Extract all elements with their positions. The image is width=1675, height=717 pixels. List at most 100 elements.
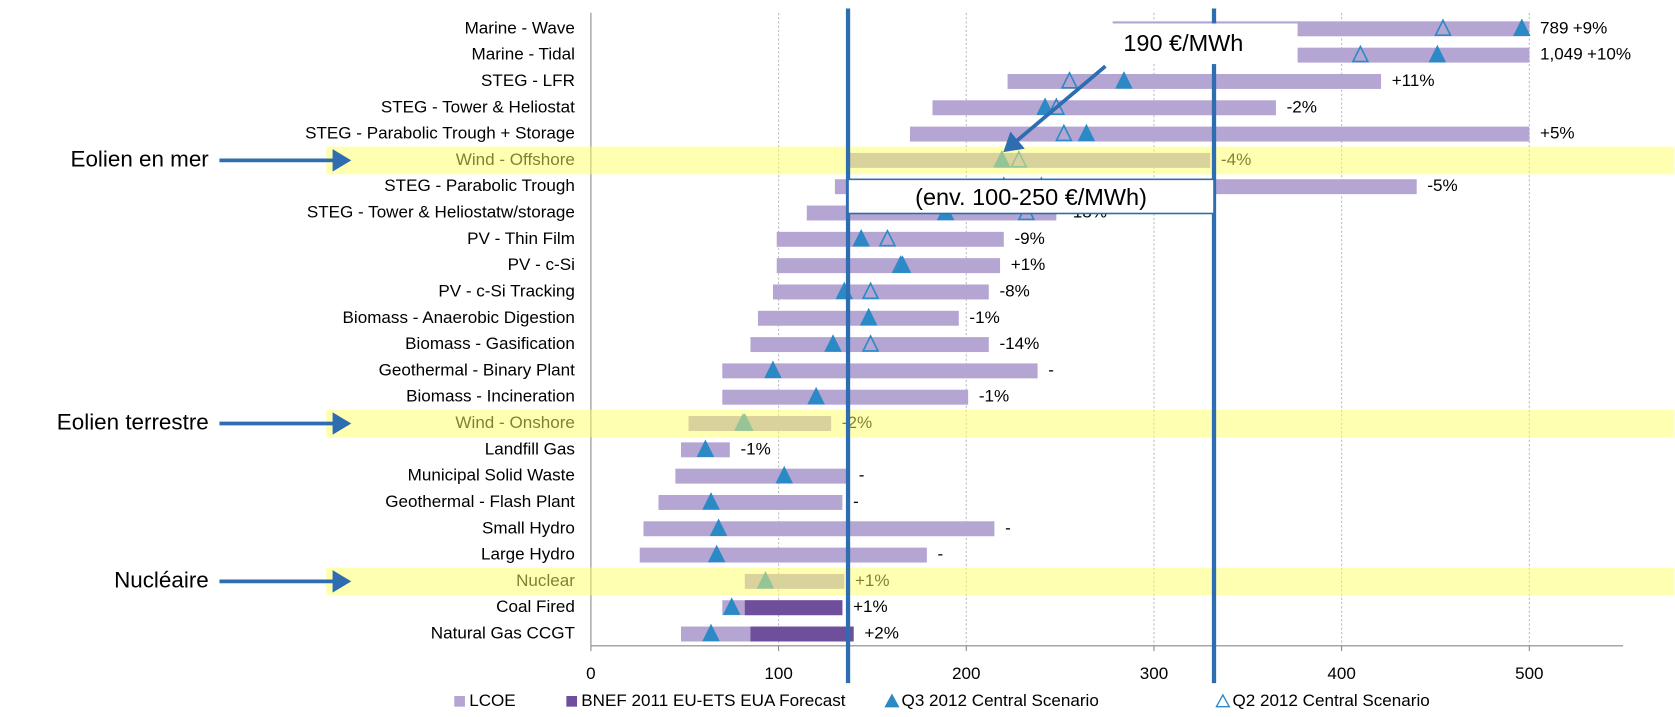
lcoe-bar [643, 521, 995, 537]
q3-marker [852, 228, 870, 247]
legend-label: BNEF 2011 EU-ETS EUA Forecast [581, 691, 846, 710]
category-label: Biomass - Incineration [406, 387, 575, 406]
lcoe-bar [776, 258, 1001, 274]
legend-label: Q2 2012 Central Scenario [1232, 691, 1429, 710]
lcoe-bar [639, 547, 927, 563]
q2-marker [1055, 123, 1073, 142]
change-label: -2% [1287, 97, 1317, 116]
legend-swatch [1215, 693, 1231, 708]
q3-marker [1513, 18, 1531, 37]
q3-marker [702, 492, 720, 510]
x-tick-label: 300 [1140, 664, 1168, 683]
change-label: - [938, 545, 944, 564]
change-label: -1% [979, 387, 1009, 406]
lcoe-bar [909, 126, 1530, 142]
lcoe-bar [722, 389, 969, 405]
q3-marker [696, 439, 715, 458]
category-label: PV - Thin Film [467, 229, 575, 248]
category-label: Landfill Gas [485, 439, 575, 458]
q2-marker [861, 281, 880, 300]
q3-marker [722, 597, 741, 615]
x-tick-label: 0 [586, 664, 596, 683]
change-label: - [1048, 360, 1054, 379]
legend-swatch [454, 695, 465, 707]
change-label: +10% [1587, 45, 1631, 64]
category-label: STEG - Tower & Heliostat [381, 97, 575, 116]
annotation-label: Eolien terrestre [57, 409, 209, 434]
q2-marker [1434, 18, 1452, 37]
annotation-label: Nucléaire [114, 567, 209, 592]
category-label: Geothermal - Binary Plant [379, 360, 576, 379]
change-label: +9% [1573, 18, 1608, 37]
change-label: +1% [853, 597, 888, 616]
legend-label: LCOE [469, 691, 515, 710]
lcoe-bar [658, 494, 843, 510]
lcoe-bar [675, 468, 849, 484]
q3-marker [893, 255, 912, 273]
highlight-band [326, 567, 1675, 596]
change-label: +2% [864, 624, 899, 643]
category-label: Geothermal - Flash Plant [385, 492, 575, 511]
callout-box [1094, 23, 1298, 65]
change-label: -1% [740, 439, 770, 458]
callout-arrow [1003, 64, 1107, 153]
q3-marker [702, 623, 720, 642]
q3-marker [859, 307, 878, 326]
q2-marker [1351, 44, 1370, 63]
category-label: STEG - Parabolic Trough + Storage [305, 124, 575, 143]
off-scale-label: 1,049 [1540, 45, 1583, 64]
q3-marker [707, 544, 726, 563]
lcoe-bar [750, 337, 989, 353]
change-label: +5% [1540, 124, 1575, 143]
category-label: PV - c-Si [508, 255, 575, 274]
q3-marker [709, 518, 728, 536]
change-label: -14% [999, 334, 1039, 353]
change-label: -1% [969, 308, 999, 327]
change-label: - [859, 466, 865, 485]
highlight-band [326, 409, 1675, 438]
x-tick-label: 100 [764, 664, 792, 683]
category-label: STEG - Tower & Heliostatw/storage [307, 203, 575, 222]
category-label: STEG - Parabolic Trough [384, 176, 575, 195]
q3-marker [775, 465, 793, 484]
category-label: Large Hydro [481, 545, 575, 564]
legend-label: Q3 2012 Central Scenario [902, 691, 1099, 710]
q2-marker [861, 334, 880, 352]
callout-label: 190 €/MWh [1123, 30, 1243, 56]
highlight-band [326, 146, 1675, 175]
q3-marker [1115, 71, 1133, 89]
x-tick-label: 200 [952, 664, 980, 683]
lcoe-bar [722, 363, 1038, 379]
annotation-label: Eolien en mer [71, 146, 210, 171]
bnef-bar [750, 626, 854, 642]
q3-marker [807, 386, 825, 405]
change-label: - [853, 492, 859, 511]
q3-marker [1036, 97, 1054, 115]
x-tick-label: 500 [1515, 664, 1543, 683]
category-label: Marine - Tidal [472, 45, 575, 64]
change-label: -8% [999, 281, 1029, 300]
change-label: -9% [1014, 229, 1044, 248]
lcoe-bar [757, 310, 959, 326]
callout-box [847, 178, 1215, 215]
category-label: Coal Fired [496, 597, 575, 616]
legend-swatch [884, 693, 900, 708]
q3-marker [764, 360, 782, 379]
category-label: Biomass - Gasification [405, 334, 575, 353]
callout-label: (env. 100-250 €/MWh) [915, 184, 1147, 210]
bnef-bar [744, 600, 843, 616]
q3-marker [824, 334, 842, 352]
change-label: +11% [1392, 71, 1435, 90]
category-label: Marine - Wave [465, 18, 575, 37]
change-label: - [1005, 518, 1011, 537]
q3-marker [1077, 123, 1096, 142]
off-scale-label: 789 [1540, 18, 1568, 37]
lcoe-bar [776, 231, 1004, 247]
category-label: STEG - LFR [481, 71, 575, 90]
lcoe-bar [772, 284, 989, 300]
lcoe-bar [1007, 73, 1382, 89]
x-tick-label: 400 [1327, 664, 1355, 683]
change-label: +1% [1011, 255, 1046, 274]
category-label: Biomass - Anaerobic Digestion [343, 308, 575, 327]
